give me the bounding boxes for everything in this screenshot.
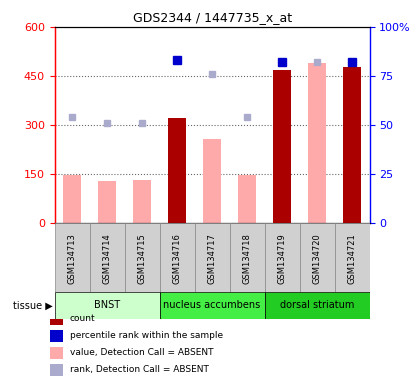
Bar xyxy=(160,223,194,292)
Bar xyxy=(50,331,63,342)
Title: GDS2344 / 1447735_x_at: GDS2344 / 1447735_x_at xyxy=(133,11,291,24)
Bar xyxy=(55,223,89,292)
Text: GSM134718: GSM134718 xyxy=(243,233,252,284)
Text: GSM134721: GSM134721 xyxy=(348,233,357,284)
Bar xyxy=(55,292,160,319)
Text: nucleus accumbens: nucleus accumbens xyxy=(163,300,261,310)
Bar xyxy=(50,313,63,325)
Text: rank, Detection Call = ABSENT: rank, Detection Call = ABSENT xyxy=(70,365,209,374)
Text: GSM134715: GSM134715 xyxy=(138,233,147,284)
Bar xyxy=(335,223,370,292)
Bar xyxy=(134,180,151,223)
Bar xyxy=(239,175,256,223)
Bar xyxy=(160,292,265,319)
Text: dorsal striatum: dorsal striatum xyxy=(280,300,354,310)
Text: GSM134713: GSM134713 xyxy=(68,233,76,284)
Text: BNST: BNST xyxy=(94,300,120,310)
Bar xyxy=(98,181,116,223)
Bar xyxy=(299,223,335,292)
Bar xyxy=(273,70,291,223)
Bar xyxy=(203,139,221,223)
Bar xyxy=(265,223,299,292)
Text: count: count xyxy=(70,314,95,323)
Bar xyxy=(265,292,370,319)
Bar xyxy=(308,63,326,223)
Bar xyxy=(168,118,186,223)
Bar xyxy=(63,175,81,223)
Bar xyxy=(230,223,265,292)
Text: GSM134717: GSM134717 xyxy=(207,233,217,284)
Bar xyxy=(344,67,361,223)
Text: GSM134716: GSM134716 xyxy=(173,233,181,284)
Bar xyxy=(50,364,63,376)
Text: value, Detection Call = ABSENT: value, Detection Call = ABSENT xyxy=(70,348,213,357)
Bar xyxy=(194,223,230,292)
Bar xyxy=(125,223,160,292)
Text: GSM134720: GSM134720 xyxy=(312,233,322,284)
Bar xyxy=(89,223,125,292)
Text: GSM134714: GSM134714 xyxy=(102,233,112,284)
Text: tissue ▶: tissue ▶ xyxy=(13,300,52,310)
Bar xyxy=(50,348,63,359)
Text: percentile rank within the sample: percentile rank within the sample xyxy=(70,331,223,340)
Text: GSM134719: GSM134719 xyxy=(278,233,286,284)
